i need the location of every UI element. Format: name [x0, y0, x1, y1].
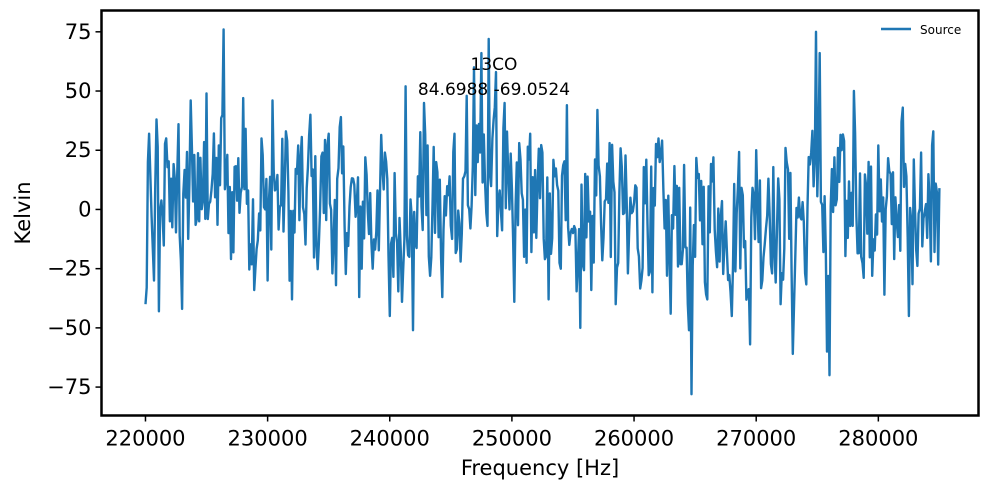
x-tick-label: 250000 [472, 427, 552, 451]
x-tick-label: 240000 [350, 427, 430, 451]
axis-ticks: 220000 230000 240000 250000 260000 270000 2800… [47, 20, 918, 451]
x-tick-label: 260000 [594, 427, 674, 451]
x-tick-label: 220000 [105, 427, 185, 451]
plot-area [144, 28, 941, 396]
y-tick-label: −50 [47, 316, 91, 340]
x-axis-label: Frequency [Hz] [461, 456, 619, 480]
y-axis-label: Kelvin [11, 181, 35, 244]
y-tick-label: 75 [65, 20, 92, 44]
y-tick-label: 25 [65, 138, 92, 162]
y-tick-label: 50 [65, 79, 92, 103]
annotation-line-species: 13CO [471, 55, 518, 75]
legend-label: Source [920, 23, 961, 37]
y-tick-label: −75 [47, 375, 91, 399]
x-tick-label: 280000 [838, 427, 918, 451]
plot-frame [100, 9, 980, 417]
annotation-coordinates: 84.6988 -69.0524 [418, 80, 570, 100]
x-tick-label: 230000 [228, 427, 308, 451]
y-tick-label: −25 [47, 257, 91, 281]
y-tick-label: 0 [78, 197, 91, 221]
legend: Source [881, 23, 961, 37]
x-tick-label: 270000 [716, 427, 796, 451]
series-line-source [144, 28, 941, 396]
